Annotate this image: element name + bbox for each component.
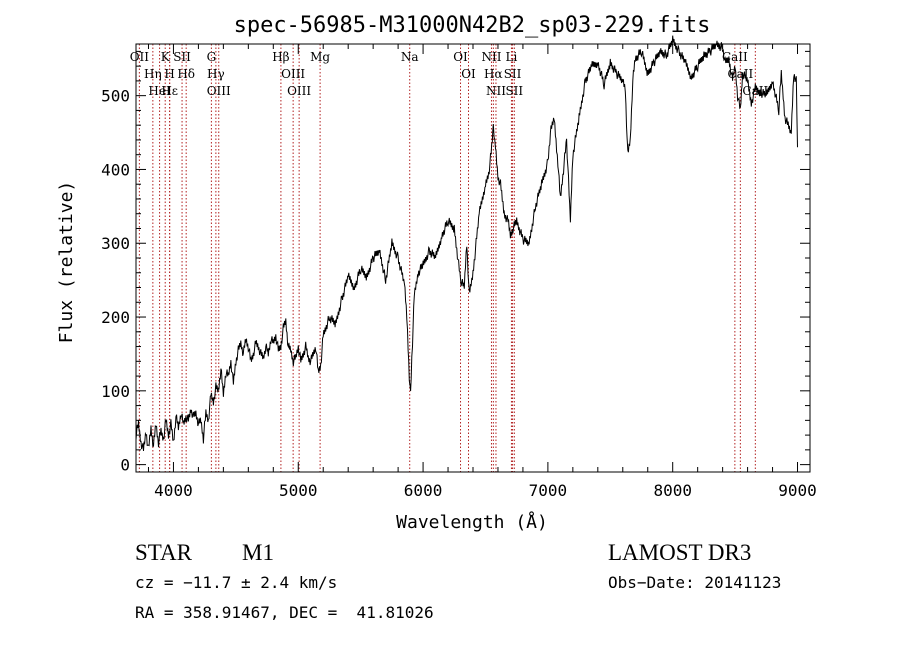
- survey-name: LAMOST DR3: [608, 540, 752, 565]
- line-label-23: SII: [505, 84, 523, 98]
- line-label-9: Hγ: [207, 67, 225, 81]
- line-label-8: OIII: [207, 84, 231, 98]
- spectrum-chart: spec-56985-M31000N42B2_sp03-229.fits OII…: [56, 13, 817, 533]
- line-label-16: OI: [453, 50, 468, 64]
- chart-title: spec-56985-M31000N42B2_sp03-229.fits: [234, 13, 711, 38]
- plot-frame: [135, 43, 811, 473]
- y-axis-label: Flux (relative): [56, 181, 77, 344]
- line-label-13: Hβ: [272, 50, 289, 64]
- line-label-3: HeI: [148, 84, 171, 98]
- y-tick-label-3: 300: [101, 234, 130, 253]
- coordinates: RA = 358.91467, DEC = 41.81026: [135, 603, 434, 622]
- line-label-22: Li: [506, 50, 518, 64]
- line-label-19: NII: [481, 50, 501, 64]
- x-tick-label-5: 9000: [778, 481, 817, 500]
- line-label-6: Hε: [161, 84, 178, 98]
- line-label-21: SII: [504, 67, 522, 81]
- line-label-5: OII: [130, 50, 150, 64]
- line-label-4: SII: [173, 50, 191, 64]
- object-subclass: M1: [242, 540, 274, 565]
- line-label-10: G: [207, 50, 217, 64]
- line-label-14: Mg: [310, 50, 330, 64]
- spectrum-line: [135, 35, 798, 452]
- line-label-18: Hα: [484, 67, 503, 81]
- line-label-1: K: [161, 50, 171, 64]
- y-tick-label-1: 100: [101, 382, 130, 401]
- line-label-17: OI: [461, 67, 476, 81]
- redshift-velocity: cz = −11.7 ± 2.4 km/s: [135, 573, 338, 592]
- line-label-7: Hη: [144, 67, 162, 81]
- line-label-15: Na: [401, 50, 419, 64]
- x-tick-label-2: 6000: [404, 481, 443, 500]
- y-tick-label-2: 200: [101, 308, 130, 327]
- x-tick-label-1: 5000: [279, 481, 318, 500]
- line-label-11: OIII: [287, 84, 311, 98]
- object-class: STAR: [135, 540, 192, 565]
- x-axis-ticks: 4000 5000 6000 7000 8000 9000: [147, 44, 817, 500]
- y-tick-label-4: 400: [101, 160, 130, 179]
- x-tick-label-3: 7000: [529, 481, 568, 500]
- observation-date: Obs−Date: 20141123: [608, 573, 782, 592]
- x-tick-label-4: 8000: [653, 481, 692, 500]
- line-label-20: NII: [486, 84, 506, 98]
- line-label-12: OIII: [281, 67, 305, 81]
- line-label-2: H: [164, 67, 174, 81]
- y-tick-label-5: 500: [101, 87, 130, 106]
- x-tick-label-0: 4000: [154, 481, 193, 500]
- y-tick-label-0: 0: [120, 456, 130, 475]
- spectral-line-markers: [138, 44, 756, 472]
- y-axis-ticks: 0 100 200 300 400 500: [101, 50, 810, 475]
- x-axis-label: Wavelength (Å): [396, 511, 548, 533]
- spectral-line-labels: OII Hη HeI KH Hε SII Hδ G Hγ OIII Hβ OIII OIII Mg Na OI…: [130, 50, 769, 98]
- line-label-0: Hδ: [177, 67, 195, 81]
